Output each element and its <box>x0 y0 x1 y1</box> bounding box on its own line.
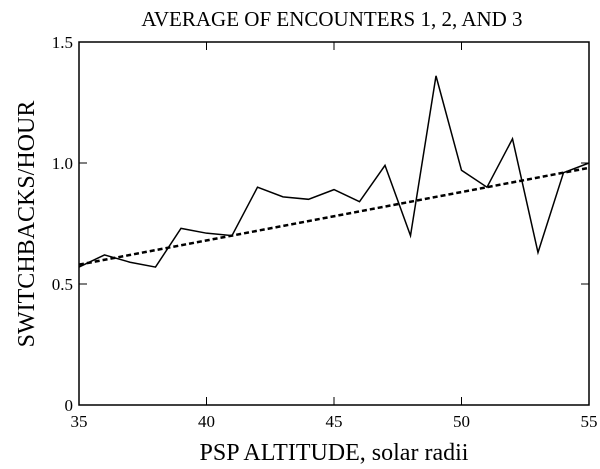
data-line <box>78 75 590 268</box>
y-tick-label: 0.5 <box>52 275 73 294</box>
y-tick-label: 0 <box>65 396 74 415</box>
y-tick-label: 1.0 <box>52 154 73 173</box>
y-axis-label: SWITCHBACKS/HOUR <box>14 101 40 348</box>
trend-line <box>78 166 590 266</box>
y-tick-label: 1.5 <box>52 33 73 52</box>
x-tick-label: 45 <box>326 412 343 431</box>
x-tick-label: 55 <box>581 412 598 431</box>
x-tick-label: 50 <box>453 412 470 431</box>
chart-title: AVERAGE OF ENCOUNTERS 1, 2, AND 3 <box>141 7 522 31</box>
plot-frame <box>78 41 590 406</box>
x-tick-label: 35 <box>71 412 88 431</box>
x-tick-label: 40 <box>198 412 215 431</box>
x-axis-label: PSP ALTITUDE, solar radii <box>200 440 469 466</box>
